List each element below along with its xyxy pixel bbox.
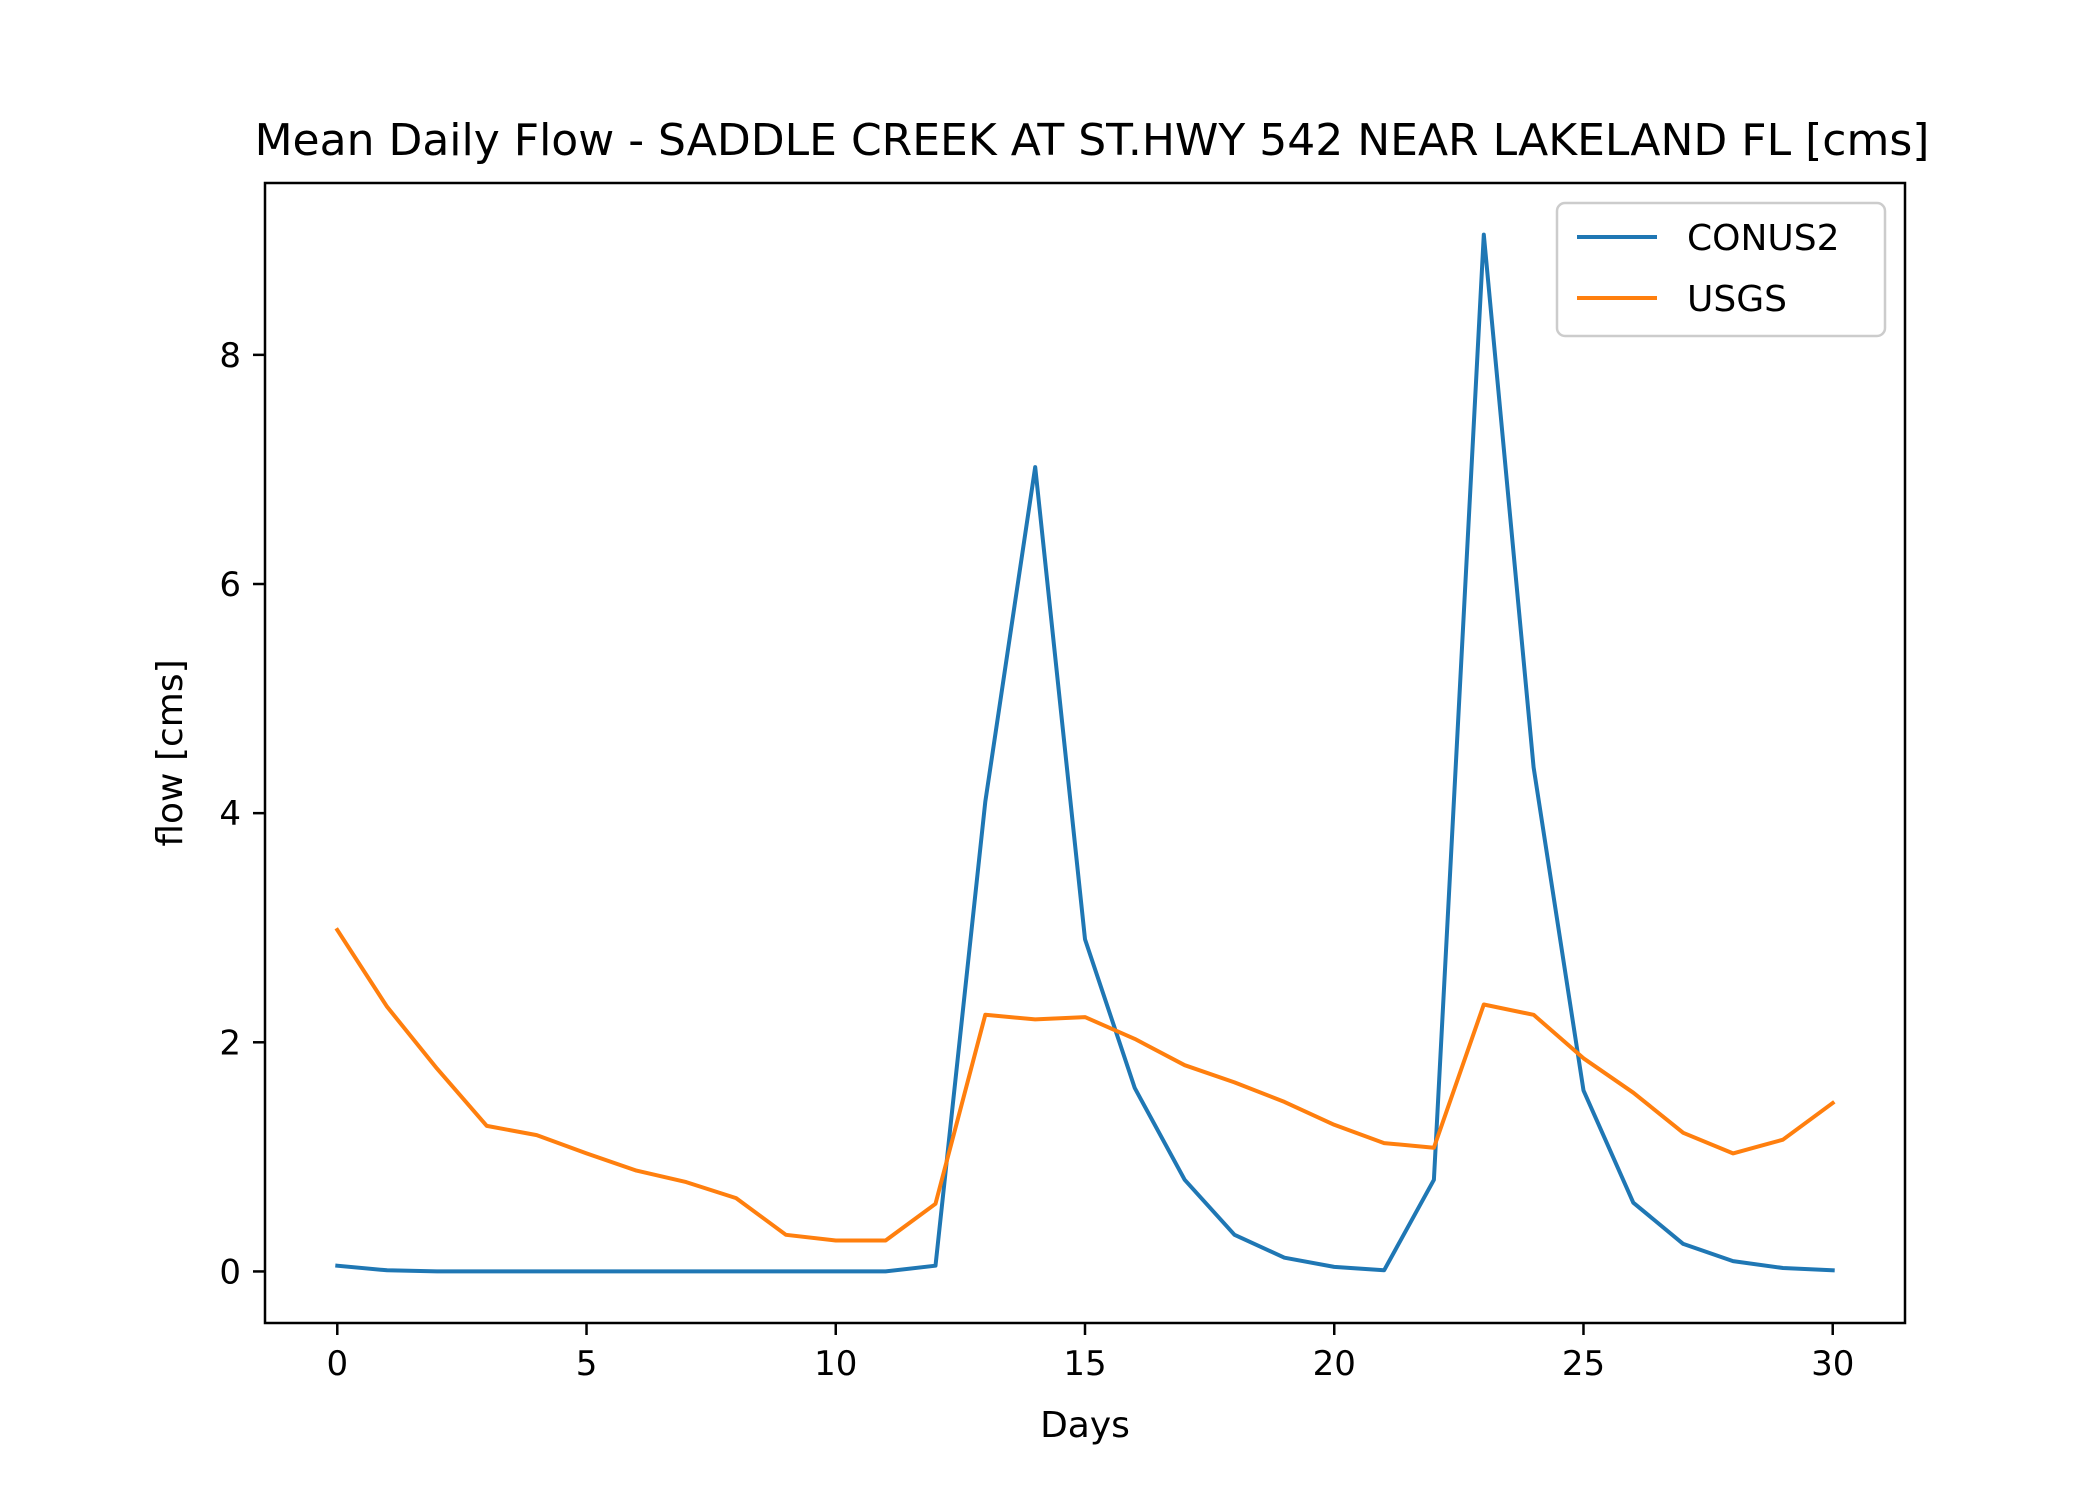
x-tick-label: 5 (576, 1344, 598, 1384)
chart-title: Mean Daily Flow - SADDLE CREEK AT ST.HWY… (255, 115, 1930, 166)
y-axis: 0 2 4 6 8 (219, 336, 265, 1292)
y-tick-label: 2 (219, 1023, 241, 1063)
y-tick-label: 6 (219, 565, 241, 605)
y-tick-label: 8 (219, 336, 241, 376)
x-tick-label: 0 (326, 1344, 348, 1384)
x-tick-label: 20 (1313, 1344, 1356, 1384)
y-tick-label: 0 (219, 1252, 241, 1292)
y-axis-label: flow [cms] (150, 659, 191, 846)
plot-area (334, 232, 1836, 1274)
legend-label-conus2: CONUS2 (1687, 218, 1840, 259)
x-tick-label: 15 (1063, 1344, 1106, 1384)
series-line-conus2 (335, 232, 1835, 1274)
legend-label-usgs: USGS (1687, 279, 1787, 320)
x-tick-label: 30 (1811, 1344, 1854, 1384)
x-axis-label: Days (1040, 1405, 1130, 1446)
series-line-usgs (334, 927, 1836, 1243)
x-tick-label: 25 (1562, 1344, 1605, 1384)
x-axis: 0 5 10 15 20 25 30 (326, 1323, 1854, 1384)
x-tick-label: 10 (814, 1344, 857, 1384)
y-tick-label: 4 (219, 794, 241, 834)
legend: CONUS2 USGS (1555, 201, 1887, 338)
